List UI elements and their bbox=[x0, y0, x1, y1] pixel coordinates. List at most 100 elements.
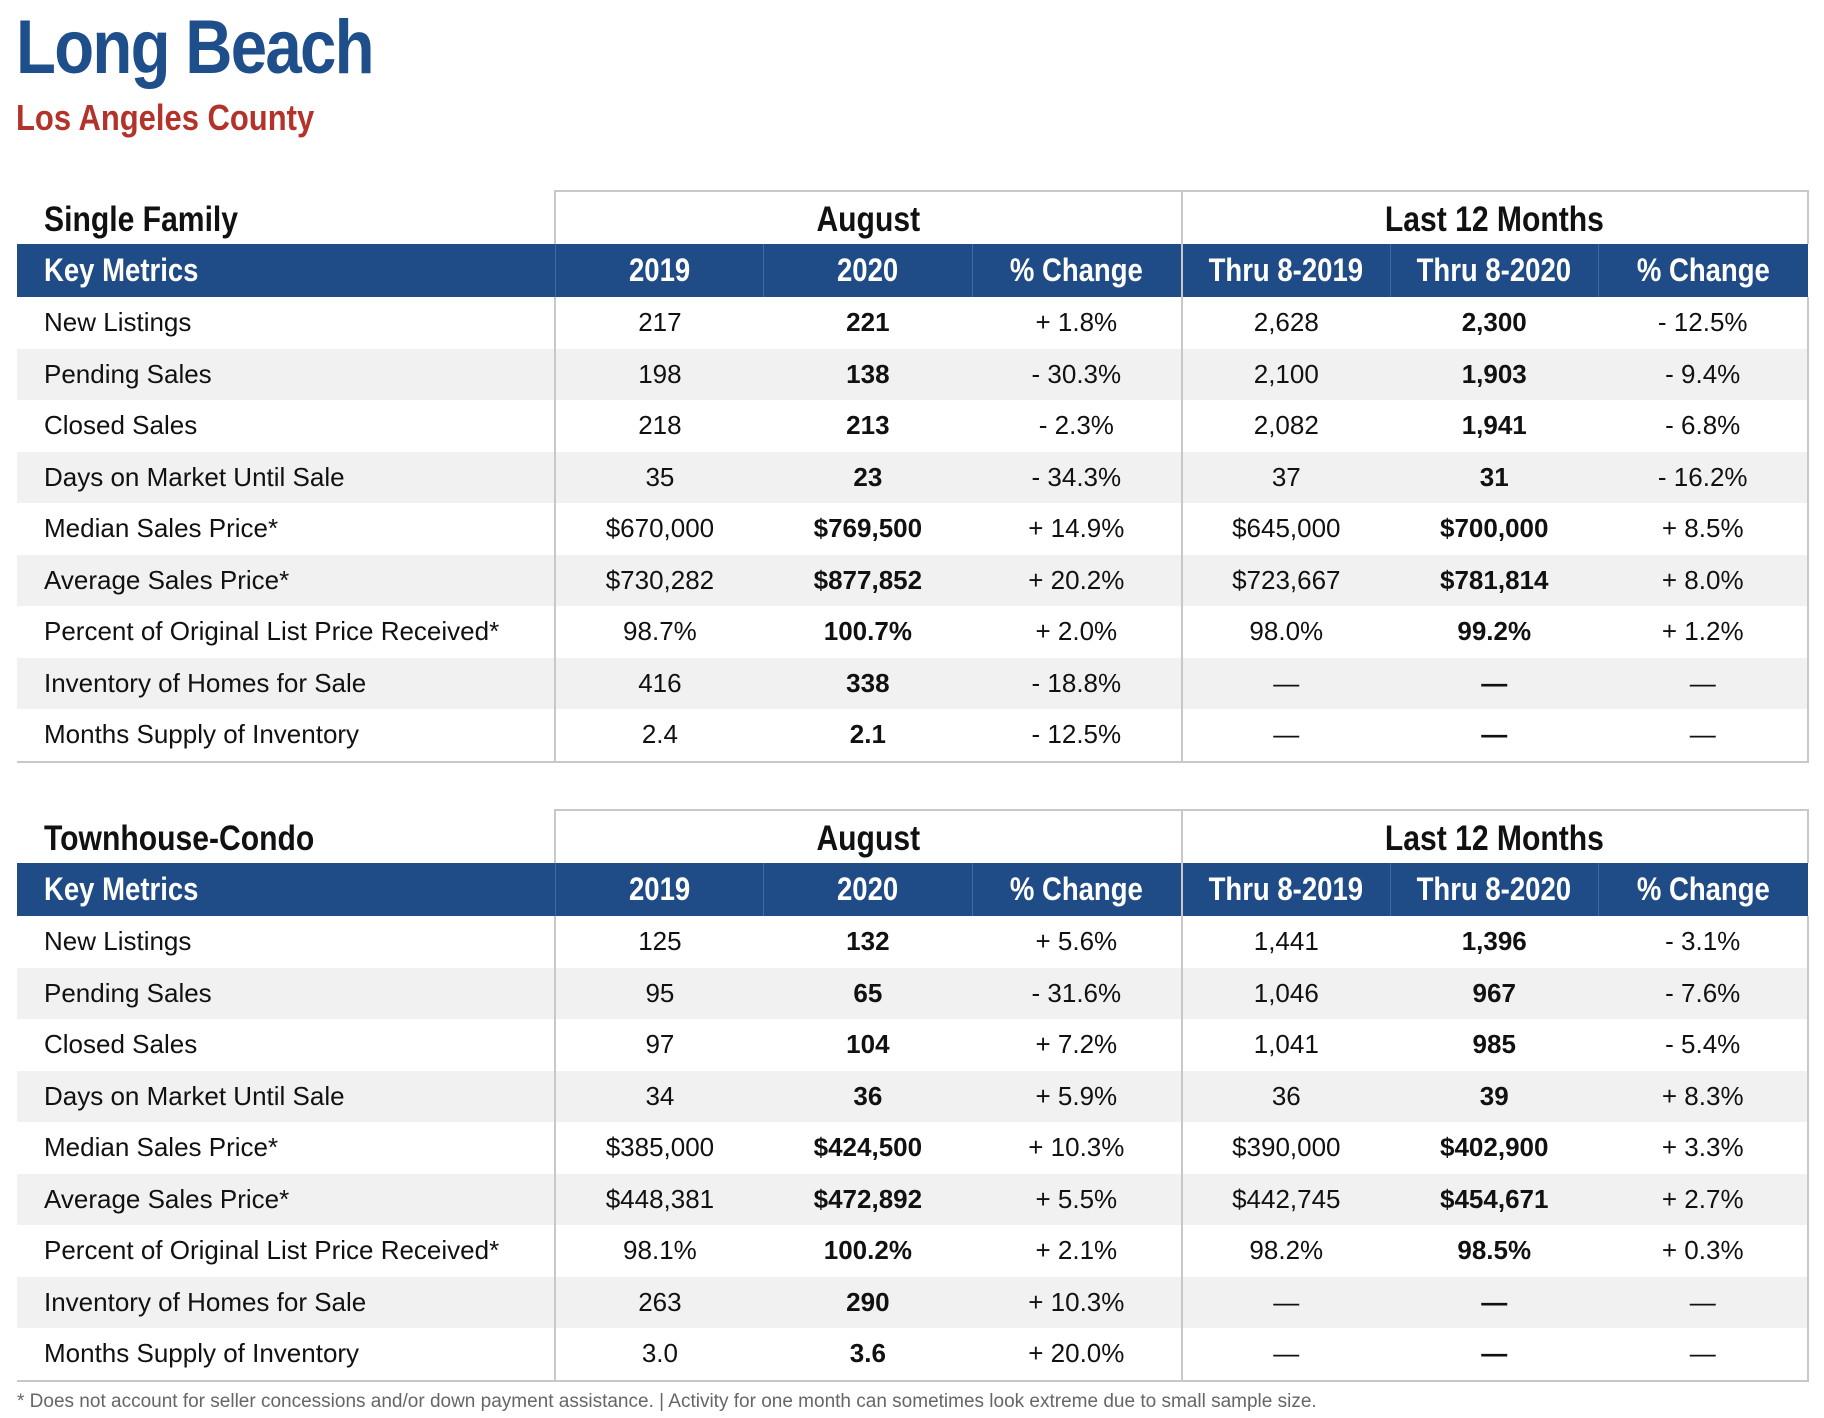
column-header-row: Key Metrics 2019 2020 % Change Thru 8-2019 Th… bbox=[17, 244, 1808, 297]
table-row: New Listings 217 221 + 1.8% 2,628 2,300 - 12.5… bbox=[17, 297, 1809, 349]
metric-value: 2,082 bbox=[1180, 400, 1391, 452]
metric-value: $385,000 bbox=[554, 1122, 764, 1174]
column-header-label: Thru 8-2019 bbox=[1208, 252, 1364, 288]
metric-value: - 34.3% bbox=[972, 451, 1182, 503]
table-row: Closed Sales 218 213 - 2.3% 2,082 1,941 - 6.8% bbox=[17, 400, 1809, 452]
table-row: Median Sales Price* $385,000 $424,500 + 10.… bbox=[17, 1122, 1809, 1174]
section-label: Single Family bbox=[17, 191, 555, 244]
metric-value: 213 bbox=[846, 410, 890, 441]
metric-value: 221 bbox=[846, 307, 890, 338]
metric-value: 416 bbox=[554, 657, 764, 709]
group-rolling-heading: Last 12 Months bbox=[1180, 190, 1810, 244]
metric-value: — bbox=[1180, 709, 1391, 763]
group-header-row: Townhouse-Condo August Last 12 Months bbox=[17, 809, 1810, 863]
metric-value: - 12.5% bbox=[1598, 297, 1809, 349]
metric-label: Months Supply of Inventory bbox=[17, 709, 556, 763]
column-header: Thru 8-2020 bbox=[1389, 244, 1599, 297]
metric-value: 97 bbox=[554, 1019, 764, 1071]
metric-value: 218 bbox=[554, 400, 764, 452]
metric-value: 1,903 bbox=[1390, 348, 1599, 400]
column-header-label: 2020 bbox=[837, 871, 899, 907]
metric-value: 31 bbox=[1390, 451, 1599, 503]
metric-value: — bbox=[1598, 1276, 1809, 1328]
table-row: Pending Sales 95 65- 31.6% 1,046 967- 7.6% bbox=[17, 967, 1809, 1019]
metric-label: Percent of Original List Price Received* bbox=[44, 1235, 500, 1266]
metric-value: $723,667 bbox=[1180, 554, 1391, 606]
single-family-table: Single Family August Last 12 Months Key Met… bbox=[17, 190, 1810, 763]
metric-label: Inventory of Homes for Sale bbox=[17, 1276, 556, 1328]
metric-value: 98.7% bbox=[554, 606, 764, 658]
metric-label: Pending Sales bbox=[17, 967, 556, 1019]
townhouse-condo-section: Townhouse-Condo August Last 12 Months Key M… bbox=[17, 809, 1810, 1382]
metric-value: 98.1% bbox=[554, 1225, 764, 1277]
column-header: Thru 8-2020 bbox=[1389, 863, 1599, 916]
metric-value: $390,000 bbox=[1180, 1122, 1391, 1174]
column-header-label: % Change bbox=[1010, 252, 1144, 288]
column-header-label: Thru 8-2020 bbox=[1416, 252, 1572, 288]
table-row: Inventory of Homes for Sale 263 290 + 10.3%… bbox=[17, 1276, 1809, 1328]
column-header: 2020 bbox=[763, 863, 973, 916]
section-label: Townhouse-Condo bbox=[17, 810, 555, 863]
column-header-label: 2019 bbox=[628, 871, 691, 907]
page-subtitle: Los Angeles County bbox=[16, 97, 315, 138]
section-label-text: Townhouse-Condo bbox=[44, 819, 315, 858]
metric-value: — bbox=[1390, 709, 1599, 763]
metric-value: 37 bbox=[1180, 451, 1391, 503]
column-header-label: Thru 8-2019 bbox=[1208, 871, 1364, 907]
table-row: Average Sales Price* $448,381 $472,892 + 5.… bbox=[17, 1173, 1809, 1225]
metric-value: $877,852 bbox=[763, 554, 973, 606]
metric-value: 263 bbox=[554, 1276, 764, 1328]
column-header: Key Metrics bbox=[17, 244, 556, 297]
metric-value: 1,941 bbox=[1461, 410, 1527, 441]
group-header-row: Single Family August Last 12 Months bbox=[17, 190, 1810, 244]
metric-value: - 30.3% bbox=[972, 348, 1182, 400]
metric-value: 2,628 bbox=[1180, 297, 1391, 349]
table-row: Pending Sales 198 138- 30.3% 2,100 1,903- 9.… bbox=[17, 348, 1809, 400]
metric-value: $424,500 bbox=[813, 1132, 923, 1163]
metric-value: - 6.8% bbox=[1598, 400, 1809, 452]
column-header-label: Thru 8-2020 bbox=[1416, 871, 1572, 907]
metric-value: - 12.5% bbox=[972, 709, 1182, 763]
table-row: Median Sales Price* $670,000 $769,500 + 14.… bbox=[17, 503, 1809, 555]
column-header-label: Key Metrics bbox=[44, 252, 199, 288]
metric-value: $730,282 bbox=[554, 554, 764, 606]
metric-value: $402,900 bbox=[1440, 1132, 1549, 1163]
metric-value: — bbox=[1390, 1328, 1599, 1382]
metric-value: + 5.6% bbox=[1035, 926, 1118, 957]
metric-value: 100.2% bbox=[823, 1235, 912, 1266]
metric-value: $645,000 bbox=[1180, 503, 1391, 555]
metric-label: Inventory of Homes for Sale bbox=[17, 657, 556, 709]
metric-value: + 8.5% bbox=[1598, 503, 1809, 555]
table-row: Days on Market Until Sale 34 36 + 5.9% 36 39 +… bbox=[17, 1070, 1809, 1122]
group-rolling-text: Last 12 Months bbox=[1385, 819, 1605, 858]
metric-value: 132 bbox=[846, 926, 890, 957]
metric-value: 23 bbox=[763, 451, 973, 503]
column-header: % Change bbox=[971, 244, 1182, 297]
metric-label: New Listings bbox=[44, 307, 192, 338]
column-header: 2019 bbox=[554, 863, 764, 916]
metric-value: 95 bbox=[554, 967, 764, 1019]
metric-label: Months Supply of Inventory bbox=[17, 1328, 556, 1382]
metric-label: Percent of Original List Price Received* bbox=[44, 616, 500, 647]
metric-value: $472,892 bbox=[763, 1173, 973, 1225]
table-row: Percent of Original List Price Received*… bbox=[17, 606, 1809, 658]
metric-label: Pending Sales bbox=[17, 348, 556, 400]
metric-value: - 5.4% bbox=[1598, 1019, 1809, 1071]
metric-value: 99.2% bbox=[1457, 616, 1532, 647]
metric-value: $448,381 bbox=[554, 1173, 764, 1225]
metric-label: Median Sales Price* bbox=[44, 513, 279, 544]
metric-value: 1,396 bbox=[1461, 926, 1527, 957]
table-row: Percent of Original List Price Received*… bbox=[17, 1225, 1809, 1277]
metric-value: 36 bbox=[763, 1070, 973, 1122]
column-header: % Change bbox=[1597, 863, 1808, 916]
metric-value: + 14.9% bbox=[1028, 513, 1125, 544]
metric-value: 125 bbox=[554, 916, 764, 968]
metric-value: — bbox=[1390, 1276, 1599, 1328]
metric-value: $454,671 bbox=[1390, 1173, 1599, 1225]
metric-value: + 10.3% bbox=[1028, 1132, 1125, 1163]
group-month-heading: August bbox=[554, 190, 1182, 244]
column-header: Key Metrics bbox=[17, 863, 556, 916]
column-header-label: Key Metrics bbox=[44, 871, 199, 907]
column-header: 2019 bbox=[554, 244, 764, 297]
metric-value: 2.1 bbox=[763, 709, 973, 763]
